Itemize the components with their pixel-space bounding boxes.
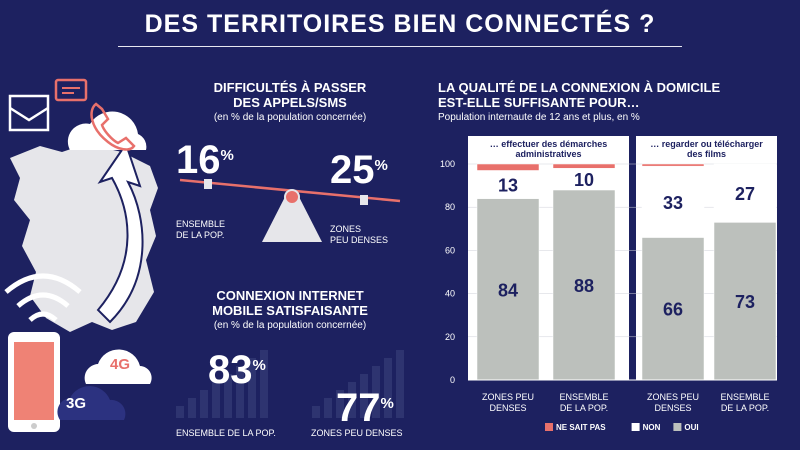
calls-value-sparse-number: 25 [330,148,375,192]
mobile-value-sparse-number: 77 [336,386,381,430]
calls-value-all: 16% [176,140,234,180]
calls-label-sparse-line-1: ZONES [330,224,362,234]
legend-swatch [631,423,640,431]
percent-sign: % [380,395,394,412]
cloud-3g-icon [57,386,126,420]
bar-segment-oui [476,198,540,381]
data-label: 10 [574,170,594,190]
calls-label-sparse: ZONES PEU DENSES [330,224,388,246]
cloud-phone-icon [67,102,147,151]
data-label: 73 [735,292,755,312]
x-category-label: DE LA POP. [560,403,608,413]
x-category-label: ZONES PEU [482,392,534,402]
wifi-icon [4,273,82,322]
percent-sign: % [252,357,266,374]
mobile-heading-line-1: CONNEXION INTERNET [216,288,364,303]
legend-swatch [673,423,682,431]
bar-segment-oui [713,222,777,381]
y-tick-label: 0 [450,375,455,385]
badge-4g: 4G [110,356,131,373]
group-label-line-2: des films [687,149,726,159]
x-category-label: DENSES [489,403,526,413]
data-label: 27 [735,184,755,204]
legend-label: NE SAIT PAS [556,423,606,432]
smartphone-icon [8,332,60,432]
title-divider [118,46,682,47]
data-label: 13 [498,176,518,196]
legend-label: NON [643,423,661,432]
chart-subtitle: Population internaute de 12 ans et plus,… [438,112,640,123]
data-label: 33 [663,193,683,213]
signal-bars-icon [176,350,404,418]
y-tick-label: 100 [440,159,455,169]
calls-heading-line-1: DIFFICULTÉS À PASSER [213,80,367,95]
illustration-panel [4,78,158,432]
calls-label-all: ENSEMBLE DE LA POP. [176,219,225,241]
mobile-label-sparse: ZONES PEU DENSES [311,428,403,438]
balance-scale-icon [179,178,401,242]
envelope-icon [8,94,50,132]
bar-segment-non [713,163,777,223]
group-header-band [636,136,777,164]
percent-sign: % [220,147,234,164]
bar-segment-non [476,170,540,199]
legend-swatch [545,423,553,431]
mobile-heading-line-2: MOBILE SATISFAISANTE [212,303,368,318]
calls-label-all-line-2: DE LA POP. [176,230,225,240]
mobile-label-all: ENSEMBLE DE LA POP. [176,428,276,438]
calls-label-all-line-1: ENSEMBLE [176,219,226,229]
page-title: DES TERRITOIRES BIEN CONNECTÉS ? [144,10,656,38]
chart-title: LA QUALITÉ DE LA CONNEXION À DOMICILE ES… [438,80,720,110]
legend-label: OUI [684,423,698,432]
x-category-label: DE LA POP. [721,403,769,413]
bar-segment-oui [641,237,705,381]
speech-bubble-icon [54,78,88,102]
x-category-label: ZONES PEU [647,392,699,402]
calls-subheading: (en % de la population concernée) [213,112,367,123]
group-label-line-1: … regarder ou télécharger [650,139,763,149]
data-label: 66 [663,300,683,320]
mobile-value-all: 83% [208,350,266,390]
bar-segment-ne-sait-pas [552,163,616,169]
data-label: 84 [498,280,518,300]
x-category-label: DENSES [654,403,691,413]
y-tick-label: 20 [445,332,455,342]
group-header-band [468,136,629,164]
bar-segment-ne-sait-pas [476,163,540,171]
group-label-line-1: … effectuer des démarches [490,139,608,149]
chart-title-line-1: LA QUALITÉ DE LA CONNEXION À DOMICILE [438,80,721,95]
bar-chart: … effectuer des démarchesadministratives… [440,136,777,432]
percent-sign: % [374,157,388,174]
group-label-line-2: administratives [515,149,581,159]
badge-3g: 3G [66,395,87,412]
calls-value-sparse: 25% [330,150,388,190]
calls-label-sparse-line-2: PEU DENSES [330,235,389,245]
x-category-label: ENSEMBLE [720,392,769,402]
y-tick-label: 80 [445,202,455,212]
data-label: 88 [574,276,594,296]
x-category-label: ENSEMBLE [559,392,608,402]
cloud-4g-icon [84,349,152,384]
y-tick-label: 40 [445,289,455,299]
mobile-subheading: (en % de la population concernée) [213,320,367,331]
chart-title-line-2: EST-ELLE SUFFISANTE POUR… [438,95,640,110]
mobile-value-sparse: 77% [336,388,394,428]
calls-value-all-number: 16 [176,138,221,182]
group-gap [629,136,636,380]
calls-heading-line-2: DES APPELS/SMS [233,95,347,110]
y-tick-label: 60 [445,245,455,255]
bar-segment-non [641,165,705,238]
arrow-up-icon [96,141,144,324]
mobile-value-all-number: 83 [208,348,253,392]
bar-segment-ne-sait-pas [641,163,705,167]
